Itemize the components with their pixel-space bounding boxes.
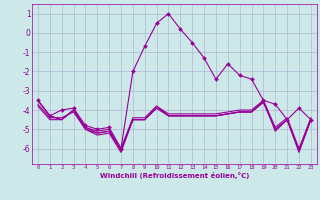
X-axis label: Windchill (Refroidissement éolien,°C): Windchill (Refroidissement éolien,°C) [100, 172, 249, 179]
